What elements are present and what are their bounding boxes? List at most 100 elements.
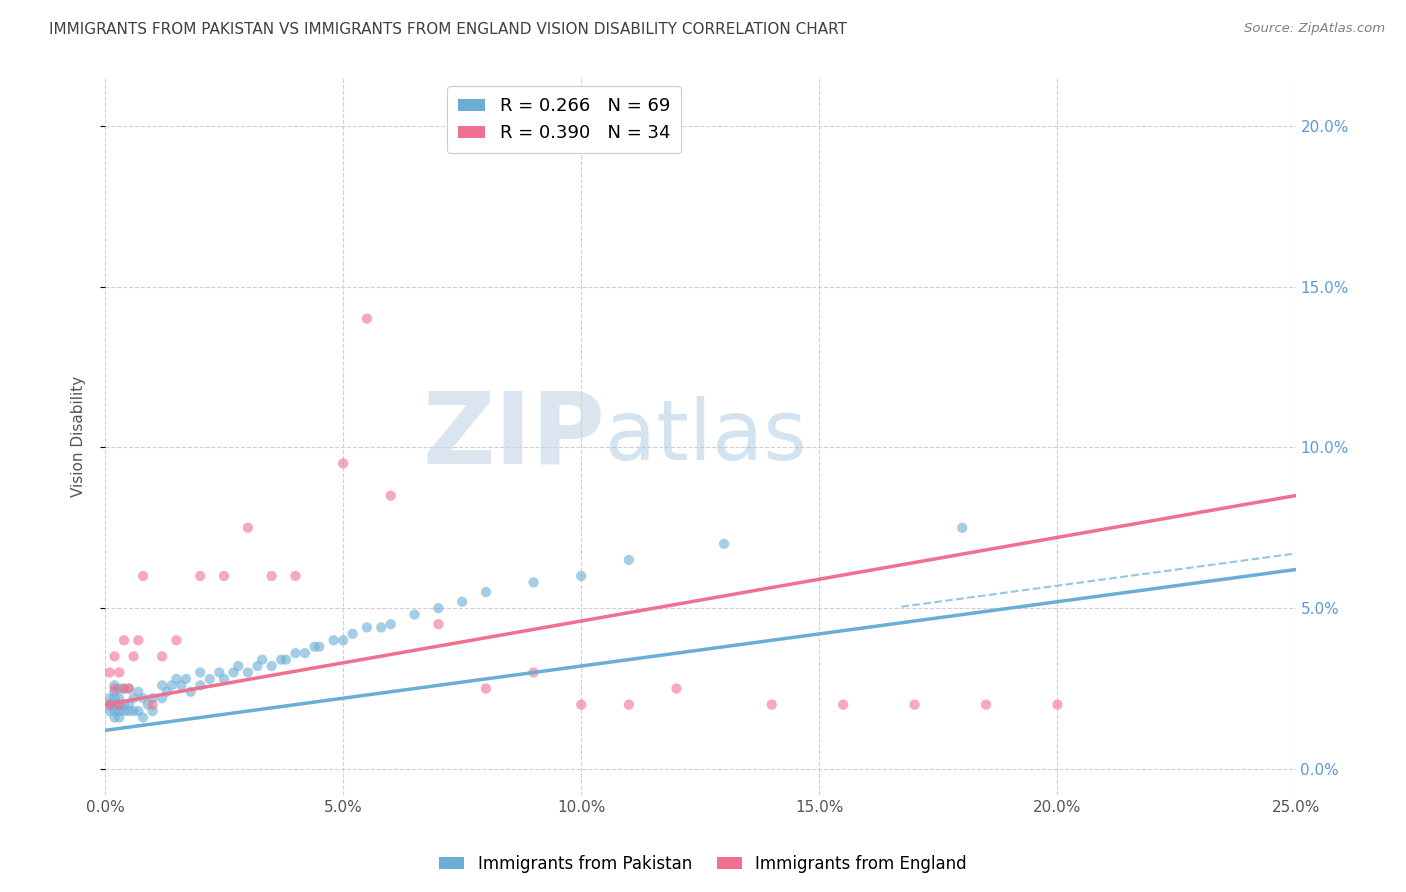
Point	[98, 665, 121, 680]
Point	[222, 665, 245, 680]
Point	[174, 672, 197, 686]
Point	[118, 681, 141, 696]
Point	[332, 633, 354, 648]
Point	[112, 681, 135, 696]
Text: Source: ZipAtlas.com: Source: ZipAtlas.com	[1244, 22, 1385, 36]
Point	[569, 569, 592, 583]
Point	[108, 665, 131, 680]
Point	[617, 698, 640, 712]
Point	[356, 311, 378, 326]
Point	[246, 659, 269, 673]
Point	[270, 652, 292, 666]
Point	[150, 649, 173, 664]
Point	[127, 633, 149, 648]
Point	[208, 665, 231, 680]
Point	[903, 698, 925, 712]
Point	[974, 698, 997, 712]
Point	[136, 698, 159, 712]
Point	[180, 685, 202, 699]
Point	[103, 704, 125, 718]
Point	[108, 698, 131, 712]
Point	[122, 649, 145, 664]
Text: IMMIGRANTS FROM PAKISTAN VS IMMIGRANTS FROM ENGLAND VISION DISABILITY CORRELATIO: IMMIGRANTS FROM PAKISTAN VS IMMIGRANTS F…	[49, 22, 848, 37]
Point	[118, 681, 141, 696]
Point	[108, 681, 131, 696]
Point	[98, 698, 121, 712]
Point	[370, 620, 392, 634]
Point	[294, 646, 316, 660]
Point	[212, 672, 235, 686]
Point	[98, 691, 121, 706]
Point	[165, 672, 187, 686]
Y-axis label: Vision Disability: Vision Disability	[72, 376, 86, 497]
Point	[103, 698, 125, 712]
Point	[122, 704, 145, 718]
Point	[569, 698, 592, 712]
Point	[617, 553, 640, 567]
Point	[170, 678, 193, 692]
Point	[356, 620, 378, 634]
Point	[304, 640, 326, 654]
Point	[108, 704, 131, 718]
Point	[332, 457, 354, 471]
Point	[274, 652, 297, 666]
Point	[156, 685, 179, 699]
Point	[713, 537, 735, 551]
Point	[108, 710, 131, 724]
Point	[404, 607, 426, 622]
Point	[342, 627, 364, 641]
Point	[950, 521, 973, 535]
Legend: Immigrants from Pakistan, Immigrants from England: Immigrants from Pakistan, Immigrants fro…	[433, 848, 973, 880]
Point	[165, 633, 187, 648]
Point	[308, 640, 330, 654]
Point	[475, 681, 498, 696]
Point	[198, 672, 221, 686]
Point	[150, 678, 173, 692]
Point	[127, 685, 149, 699]
Point	[112, 681, 135, 696]
Point	[451, 595, 474, 609]
Point	[284, 646, 307, 660]
Point	[108, 691, 131, 706]
Point	[150, 691, 173, 706]
Point	[236, 665, 259, 680]
Point	[132, 691, 155, 706]
Point	[103, 691, 125, 706]
Point	[112, 704, 135, 718]
Point	[118, 704, 141, 718]
Point	[322, 633, 344, 648]
Point	[212, 569, 235, 583]
Point	[523, 575, 546, 590]
Point	[188, 569, 211, 583]
Point	[260, 569, 283, 583]
Point	[427, 617, 450, 632]
Point	[103, 678, 125, 692]
Point	[832, 698, 855, 712]
Point	[112, 698, 135, 712]
Legend: R = 0.266   N = 69, R = 0.390   N = 34: R = 0.266 N = 69, R = 0.390 N = 34	[447, 87, 681, 153]
Point	[103, 685, 125, 699]
Point	[127, 704, 149, 718]
Point	[380, 489, 402, 503]
Point	[188, 665, 211, 680]
Point	[761, 698, 783, 712]
Point	[284, 569, 307, 583]
Point	[260, 659, 283, 673]
Point	[160, 678, 183, 692]
Point	[380, 617, 402, 632]
Point	[122, 691, 145, 706]
Point	[142, 704, 165, 718]
Text: ZIP: ZIP	[422, 387, 605, 484]
Point	[118, 698, 141, 712]
Point	[108, 698, 131, 712]
Point	[475, 585, 498, 599]
Point	[236, 521, 259, 535]
Point	[427, 601, 450, 615]
Point	[142, 691, 165, 706]
Text: atlas: atlas	[605, 395, 807, 476]
Point	[523, 665, 546, 680]
Point	[1046, 698, 1069, 712]
Point	[250, 652, 273, 666]
Point	[132, 569, 155, 583]
Point	[228, 659, 250, 673]
